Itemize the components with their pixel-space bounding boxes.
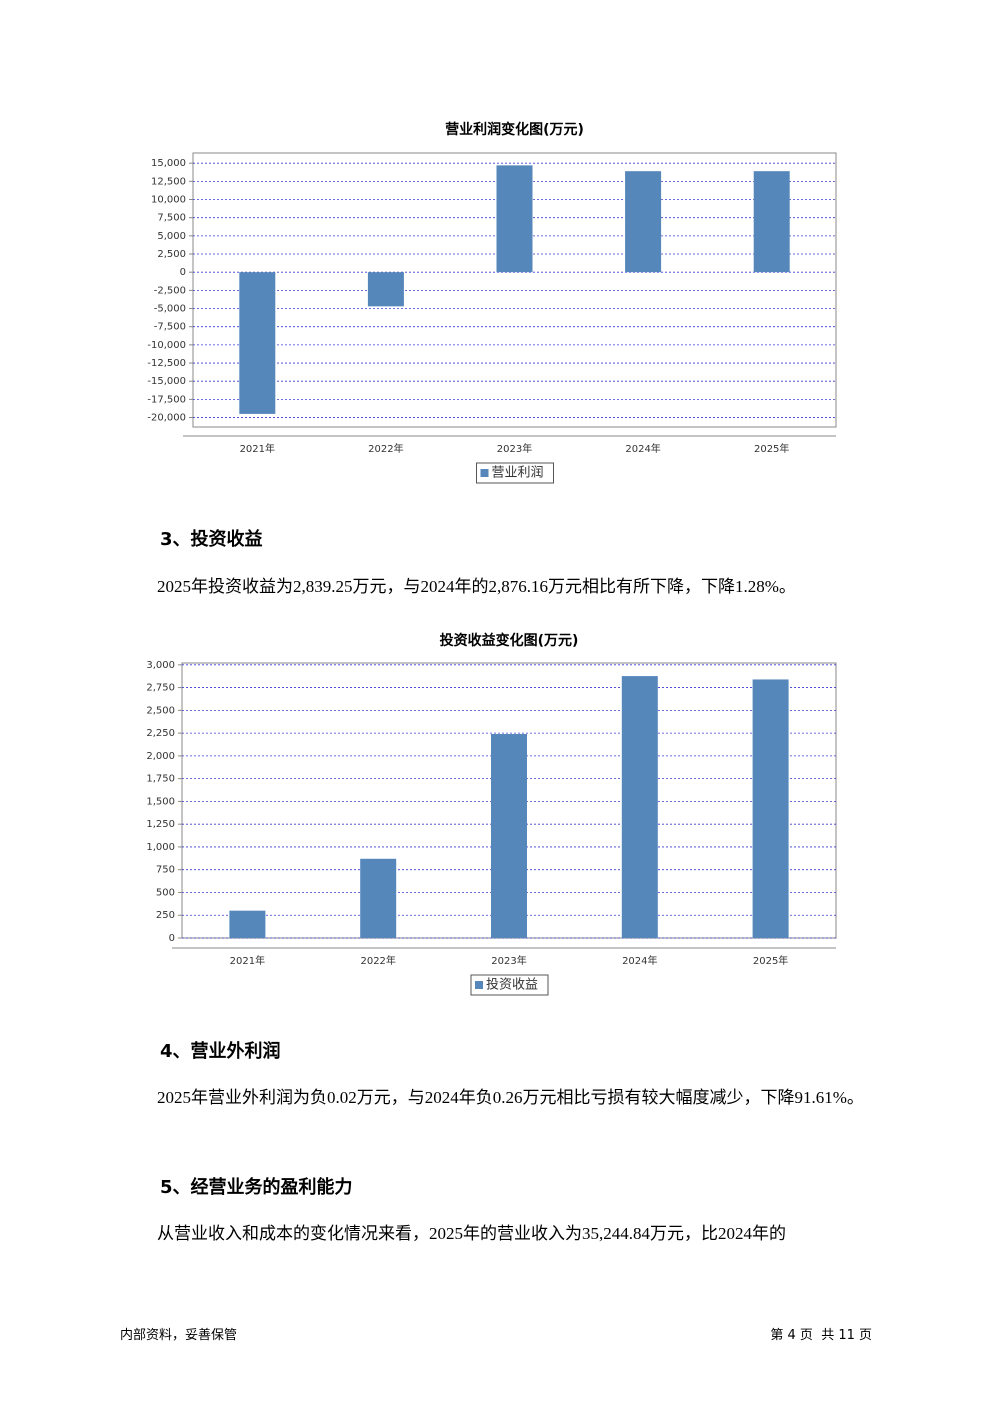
heading: 4、营业外利润	[160, 1041, 281, 1062]
y-tick-label: 15,000	[151, 158, 186, 169]
y-tick-label: -15,000	[147, 376, 186, 387]
y-tick-label: 1,500	[146, 796, 175, 807]
y-tick-label: 1,000	[146, 842, 175, 853]
bar	[367, 272, 404, 307]
chart-title: 营业利润变化图(万元)	[445, 121, 584, 138]
y-tick-label: -10,000	[147, 340, 186, 351]
y-tick-label: 0	[169, 933, 175, 944]
x-tick-label: 2022年	[368, 442, 403, 455]
legend-box	[470, 974, 549, 996]
x-tick-label: 2025年	[753, 954, 788, 967]
y-tick-label: -2,500	[154, 285, 186, 296]
y-tick-label: 2,250	[146, 728, 175, 739]
y-tick-label: 250	[156, 910, 175, 921]
y-tick-label: -12,500	[147, 358, 186, 369]
y-tick-label: 10,000	[151, 195, 186, 206]
y-tick-label: 1,250	[146, 819, 175, 830]
y-tick-label: 1,750	[146, 774, 175, 785]
legend-label: 投资收益	[486, 977, 538, 993]
y-tick-label: 2,000	[146, 751, 175, 762]
footer-right: 第 4 页 共 11 页	[770, 1328, 872, 1343]
bar	[360, 858, 397, 938]
y-tick-label: -17,500	[147, 394, 186, 405]
footer-left: 内部资料，妥善保管	[120, 1328, 238, 1343]
chart-title: 投资收益变化图(万元)	[440, 632, 579, 649]
y-tick-label: -5,000	[154, 304, 186, 315]
bar	[621, 676, 658, 938]
paragraph: 从营业收入和成本的变化情况来看，2025年的营业收入为35,244.84万元，比…	[157, 1224, 786, 1243]
paragraph: 2025年营业外利润为负0.02万元，与2024年负0.26万元相比亏损有较大幅…	[157, 1088, 864, 1107]
y-tick-label: 0	[180, 267, 186, 278]
y-tick-label: 2,750	[146, 683, 175, 694]
x-tick-label: 2024年	[625, 442, 660, 455]
x-tick-label: 2021年	[240, 442, 275, 455]
heading: 3、投资收益	[160, 529, 263, 550]
y-tick-label: 7,500	[157, 213, 186, 224]
heading: 5、经营业务的盈利能力	[160, 1177, 353, 1198]
x-tick-label: 2022年	[360, 954, 395, 967]
x-tick-label: 2025年	[754, 442, 789, 455]
x-tick-label: 2024年	[622, 954, 657, 967]
bar	[496, 165, 533, 273]
paragraph: 2025年投资收益为2,839.25万元，与2024年的2,876.16万元相比…	[157, 577, 796, 596]
y-tick-label: -20,000	[147, 413, 186, 424]
bar	[752, 679, 789, 938]
legend-box	[476, 462, 554, 484]
legend-label: 营业利润	[492, 466, 544, 481]
legend-swatch	[475, 981, 483, 989]
bar	[239, 272, 276, 414]
y-tick-label: 5,000	[157, 231, 186, 242]
y-tick-label: -7,500	[154, 322, 186, 333]
x-tick-label: 2021年	[230, 954, 265, 967]
x-tick-label: 2023年	[497, 442, 532, 455]
bar	[753, 171, 790, 273]
y-tick-label: 3,000	[146, 660, 175, 671]
bar	[229, 910, 266, 938]
x-tick-label: 2023年	[491, 954, 526, 967]
y-tick-label: 2,500	[146, 705, 175, 716]
y-tick-label: 12,500	[151, 176, 186, 187]
y-tick-label: 500	[156, 887, 175, 898]
y-tick-label: 750	[156, 865, 175, 876]
y-tick-label: 2,500	[157, 249, 186, 260]
legend-swatch	[480, 469, 489, 477]
bar	[625, 171, 662, 273]
bar	[491, 734, 527, 938]
